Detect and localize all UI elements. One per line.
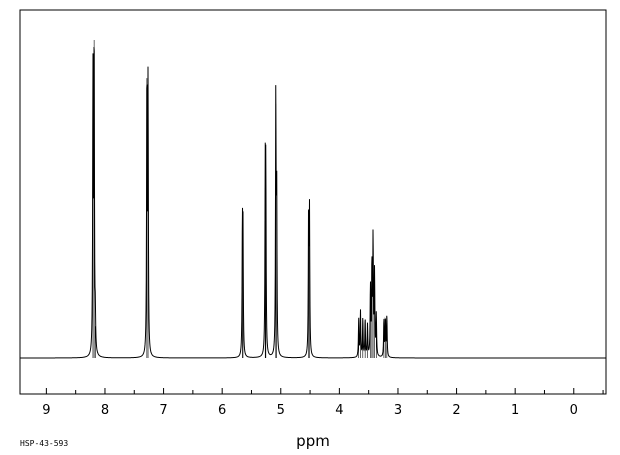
x-tick-label: 0 [570,403,578,418]
x-tick-label: 9 [42,403,50,418]
spectrum-trace [20,46,606,359]
spectrum-layer [20,40,606,359]
x-tick-label: 5 [277,403,285,418]
x-tick-label: 2 [452,403,460,418]
x-tick-label: 3 [394,403,402,418]
x-axis-label: ppm [296,432,330,450]
x-tick-label: 6 [218,403,226,418]
x-tick-label: 8 [101,403,109,418]
x-axis-tick-labels: 9 8 7 6 5 4 3 2 1 0 [42,403,578,418]
plot-frame [19,9,607,395]
x-tick-label: 4 [335,403,343,418]
x-axis-ticks [45,388,604,394]
sample-code-label: HSP-43-593 [20,439,68,448]
x-tick-label: 7 [159,403,167,418]
x-tick-label: 1 [511,403,519,418]
